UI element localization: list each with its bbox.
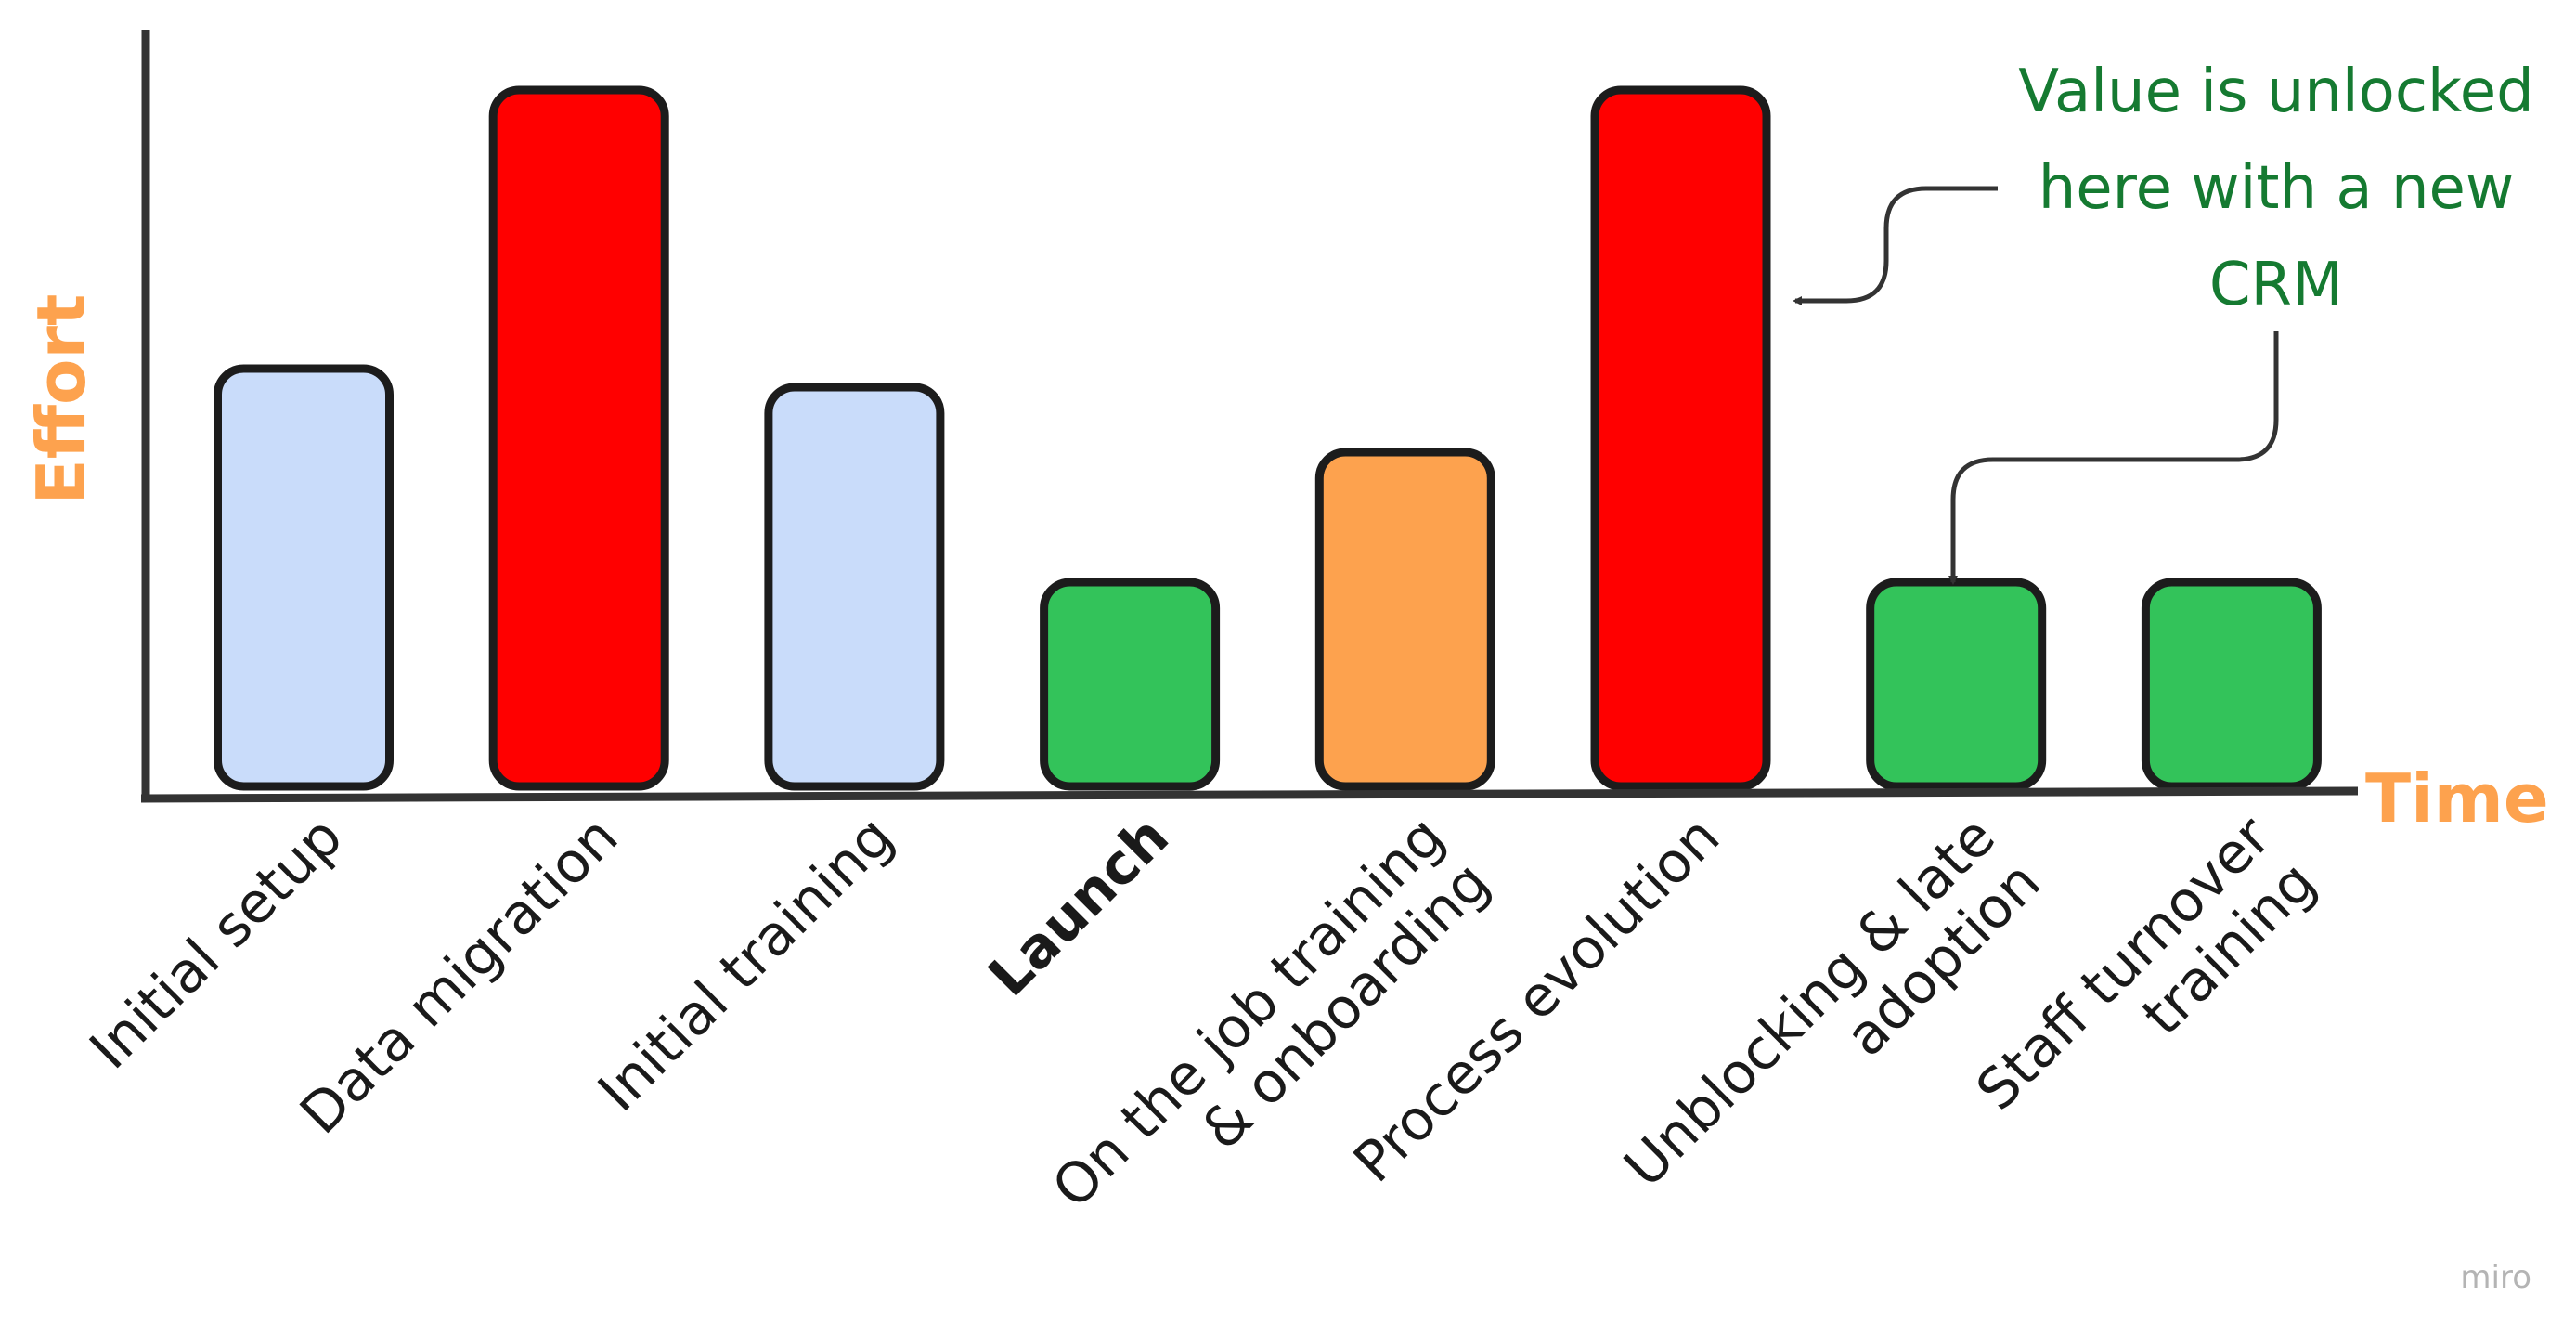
bar-launch <box>1040 578 1221 791</box>
miro-watermark: miro <box>2460 1259 2531 1296</box>
annotation-arrow-to-unblocking <box>1948 331 2279 585</box>
x-tick-label-line: Initial training <box>586 804 906 1124</box>
x-tick-label-initial-training: Initial training <box>586 804 906 1124</box>
bar-initial-setup <box>214 364 394 791</box>
annotation-line-1: Value is unlocked <box>2018 58 2534 126</box>
annotation-line-3: CRM <box>2209 251 2343 319</box>
annotation-group: Value is unlocked here with a new CRM <box>1793 58 2534 585</box>
x-tick-label-initial-setup: Initial setup <box>78 804 356 1082</box>
bar-on-the-job-training-and-onboarding <box>1314 448 1495 791</box>
x-axis-title: Time <box>2365 759 2549 837</box>
bar-data-migration <box>488 85 669 791</box>
x-tick-label-line: Launch <box>977 804 1182 1009</box>
annotation-arrow-to-process-evolution <box>1793 186 1998 305</box>
bar-staff-turnover-training <box>2141 578 2322 791</box>
x-axis-line <box>140 786 2359 803</box>
bar-initial-training <box>764 383 945 791</box>
annotation-line-2: here with a new <box>2039 154 2515 223</box>
x-tick-label-line: Initial setup <box>78 804 356 1082</box>
bar-process-evolution <box>1590 85 1771 791</box>
bars-group <box>214 85 2322 791</box>
x-tick-label-staff-turnover-training: Staff turnovertraining <box>1964 804 2329 1169</box>
bar-unblocking-and-late-adoption <box>1866 578 2047 791</box>
x-tick-label-launch: Launch <box>977 804 1182 1009</box>
y-axis-title: Effort <box>22 294 100 505</box>
